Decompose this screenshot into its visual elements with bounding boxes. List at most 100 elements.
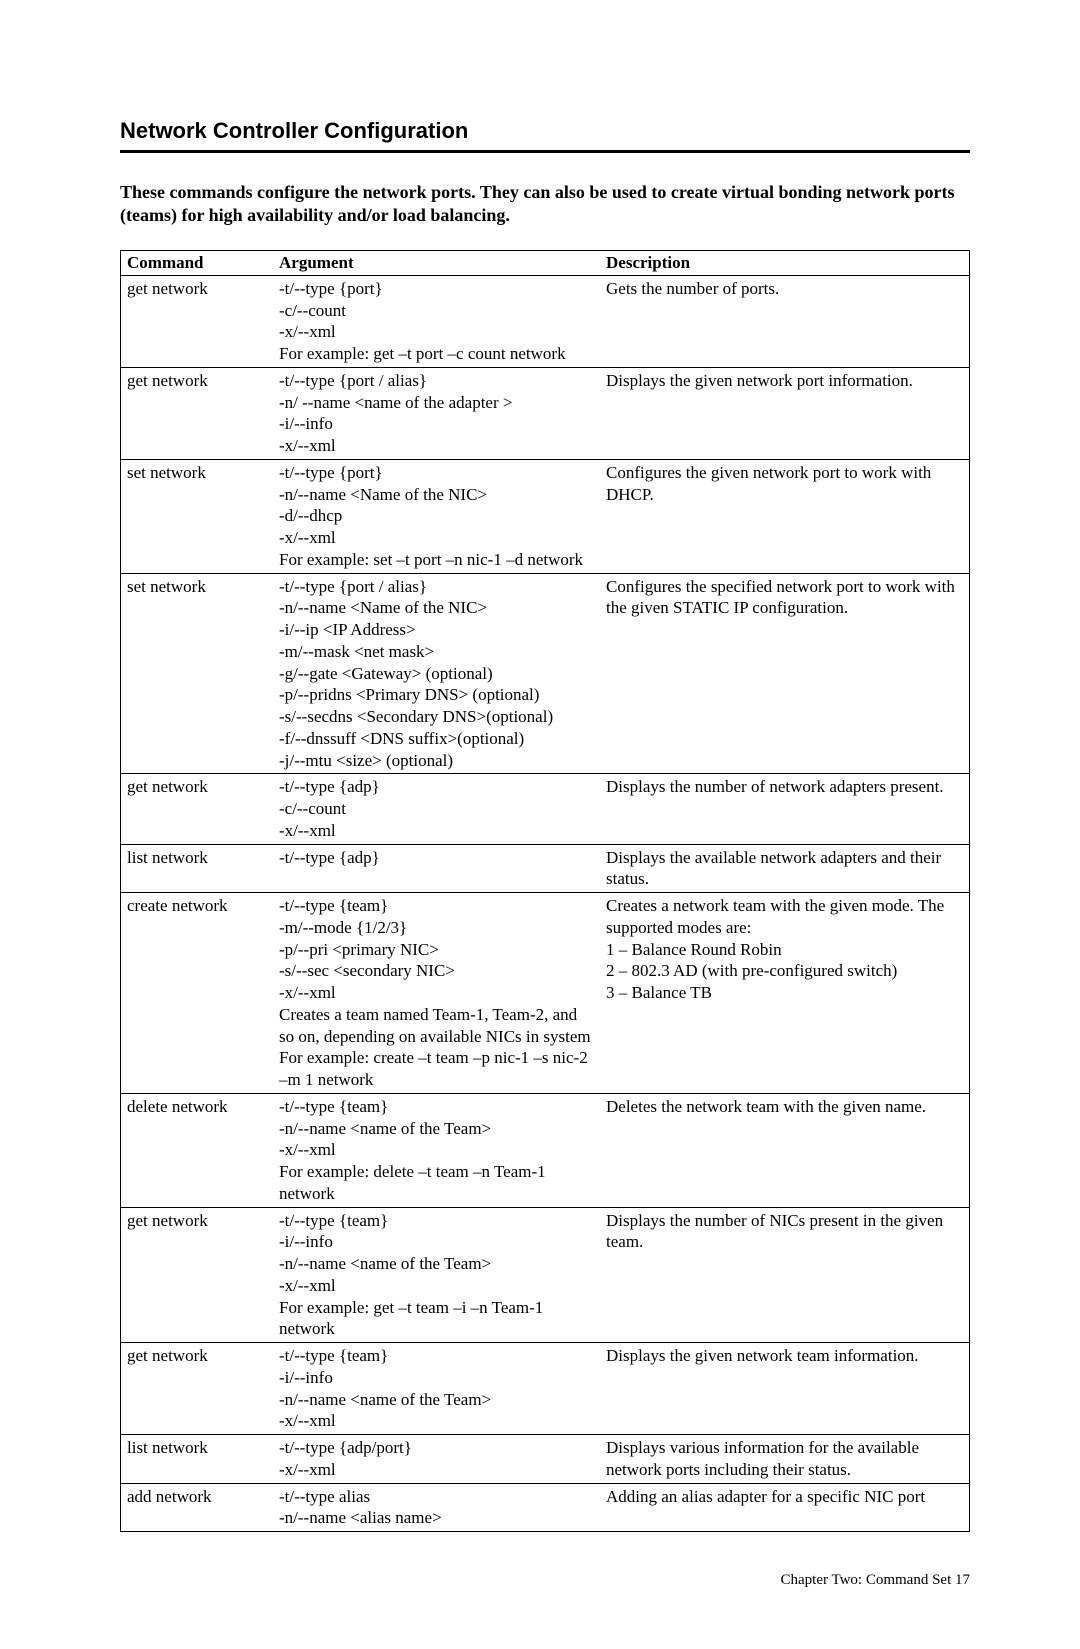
argument-line: -n/--name <name of the Team>	[279, 1389, 594, 1411]
cell-command: set network	[121, 459, 274, 573]
cell-description: Displays the number of NICs present in t…	[600, 1207, 970, 1343]
argument-line: -c/--count	[279, 300, 594, 322]
argument-line: -x/--xml	[279, 1459, 594, 1481]
cell-description: Displays the number of network adapters …	[600, 774, 970, 844]
table-row: list network-t/--type {adp} Displays the …	[121, 844, 970, 893]
cell-argument: -t/--type {adp/port}-x/--xml	[273, 1435, 600, 1484]
cell-description: Configures the given network port to wor…	[600, 459, 970, 573]
cell-description: Displays various information for the ava…	[600, 1435, 970, 1484]
argument-line: -t/--type {team}	[279, 1096, 594, 1118]
section-title: Network Controller Configuration	[120, 118, 970, 144]
cell-command: get network	[121, 275, 274, 367]
cell-command: set network	[121, 573, 274, 774]
argument-line: For example: set –t port –n nic-1 –d net…	[279, 549, 594, 571]
argument-line: -c/--count	[279, 798, 594, 820]
argument-line: -p/--pridns <Primary DNS> (optional)	[279, 684, 594, 706]
cell-command: delete network	[121, 1093, 274, 1207]
table-row: delete network-t/--type {team}-n/--name …	[121, 1093, 970, 1207]
cell-command: list network	[121, 844, 274, 893]
command-table: Command Argument Description get network…	[120, 250, 970, 1532]
argument-line: -t/--type {port}	[279, 278, 594, 300]
argument-line: -t/--type alias	[279, 1486, 594, 1508]
page-footer: Chapter Two: Command Set 17	[120, 1572, 970, 1589]
cell-command: get network	[121, 367, 274, 459]
cell-argument: -t/--type {port / alias}-n/--name <Name …	[273, 573, 600, 774]
argument-line: -j/--mtu <size> (optional)	[279, 750, 594, 772]
argument-line: -d/--dhcp	[279, 505, 594, 527]
argument-line: -x/--xml	[279, 820, 594, 842]
argument-line: For example: get –t port –c count networ…	[279, 343, 594, 365]
argument-line: For example: create –t team –p nic-1 –s …	[279, 1047, 594, 1091]
cell-command: add network	[121, 1483, 274, 1532]
argument-line: -t/--type {port}	[279, 462, 594, 484]
argument-line: -n/ --name <name of the adapter >	[279, 392, 594, 414]
argument-line: -t/--type {team}	[279, 895, 594, 917]
argument-line: -n/--name <Name of the NIC>	[279, 484, 594, 506]
argument-line: -m/--mode {1/2/3}	[279, 917, 594, 939]
intro-paragraph: These commands configure the network por…	[120, 181, 970, 228]
argument-line: -i/--info	[279, 413, 594, 435]
cell-description: Gets the number of ports.	[600, 275, 970, 367]
cell-argument: -t/--type {team}-i/--info-n/--name <name…	[273, 1343, 600, 1435]
cell-description: Displays the available network adapters …	[600, 844, 970, 893]
argument-line: -m/--mask <net mask>	[279, 641, 594, 663]
cell-command: create network	[121, 893, 274, 1094]
argument-line: -s/--secdns <Secondary DNS>(optional)	[279, 706, 594, 728]
table-row: get network-t/--type {port}-c/--count-x/…	[121, 275, 970, 367]
table-row: get network-t/--type {adp}-c/--count-x/-…	[121, 774, 970, 844]
argument-line: -i/--ip <IP Address>	[279, 619, 594, 641]
col-header-argument: Argument	[273, 250, 600, 275]
argument-line: -x/--xml	[279, 321, 594, 343]
argument-line: -x/--xml	[279, 982, 594, 1004]
cell-command: get network	[121, 774, 274, 844]
argument-line: -t/--type {adp/port}	[279, 1437, 594, 1459]
argument-line: -t/--type {port / alias}	[279, 370, 594, 392]
argument-line: -t/--type {adp}	[279, 847, 594, 869]
cell-description: Creates a network team with the given mo…	[600, 893, 970, 1094]
table-row: add network-t/--type alias-n/--name <ali…	[121, 1483, 970, 1532]
cell-command: get network	[121, 1343, 274, 1435]
cell-command: list network	[121, 1435, 274, 1484]
cell-description: Displays the given network team informat…	[600, 1343, 970, 1435]
cell-argument: -t/--type {team}-n/--name <name of the T…	[273, 1093, 600, 1207]
argument-line: -t/--type {adp}	[279, 776, 594, 798]
table-row: set network-t/--type {port / alias}-n/--…	[121, 573, 970, 774]
cell-argument: -t/--type {port}-n/--name <Name of the N…	[273, 459, 600, 573]
argument-line: -t/--type {team}	[279, 1210, 594, 1232]
table-row: set network-t/--type {port}-n/--name <Na…	[121, 459, 970, 573]
argument-line: -g/--gate <Gateway> (optional)	[279, 663, 594, 685]
argument-line: For example: get –t team –i –n Team-1 ne…	[279, 1297, 594, 1341]
argument-line: -n/--name <name of the Team>	[279, 1118, 594, 1140]
table-row: create network-t/--type {team}-m/--mode …	[121, 893, 970, 1094]
table-row: get network-t/--type {team}-i/--info-n/-…	[121, 1207, 970, 1343]
argument-line: -f/--dnssuff <DNS suffix>(optional)	[279, 728, 594, 750]
argument-line: -s/--sec <secondary NIC>	[279, 960, 594, 982]
argument-line: For example: delete –t team –n Team-1 ne…	[279, 1161, 594, 1205]
table-row: get network-t/--type {port / alias}-n/ -…	[121, 367, 970, 459]
col-header-description: Description	[600, 250, 970, 275]
argument-line: -x/--xml	[279, 1410, 594, 1432]
cell-argument: -t/--type {team}-i/--info-n/--name <name…	[273, 1207, 600, 1343]
cell-description: Displays the given network port informat…	[600, 367, 970, 459]
argument-line: -x/--xml	[279, 1139, 594, 1161]
cell-description: Configures the specified network port to…	[600, 573, 970, 774]
cell-description: Adding an alias adapter for a specific N…	[600, 1483, 970, 1532]
table-row: list network-t/--type {adp/port}-x/--xml…	[121, 1435, 970, 1484]
argument-line: -i/--info	[279, 1231, 594, 1253]
argument-line: -x/--xml	[279, 1275, 594, 1297]
cell-argument: -t/--type {port}-c/--count-x/--xmlFor ex…	[273, 275, 600, 367]
cell-argument: -t/--type {adp}	[273, 844, 600, 893]
cell-command: get network	[121, 1207, 274, 1343]
argument-line: -p/--pri <primary NIC>	[279, 939, 594, 961]
cell-description: Deletes the network team with the given …	[600, 1093, 970, 1207]
table-row: get network-t/--type {team}-i/--info-n/-…	[121, 1343, 970, 1435]
argument-line: -i/--info	[279, 1367, 594, 1389]
cell-argument: -t/--type alias-n/--name <alias name>	[273, 1483, 600, 1532]
cell-argument: -t/--type {port / alias}-n/ --name <name…	[273, 367, 600, 459]
argument-line: -t/--type {port / alias}	[279, 576, 594, 598]
argument-line: -t/--type {team}	[279, 1345, 594, 1367]
col-header-command: Command	[121, 250, 274, 275]
argument-line: -n/--name <alias name>	[279, 1507, 594, 1529]
cell-argument: -t/--type {adp}-c/--count-x/--xml	[273, 774, 600, 844]
argument-line: -x/--xml	[279, 435, 594, 457]
